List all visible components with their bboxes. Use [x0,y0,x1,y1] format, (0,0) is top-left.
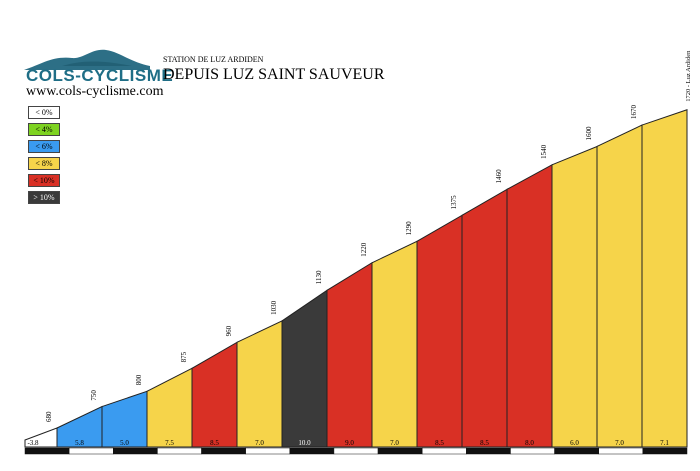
gradient-label: 10.0 [298,439,311,447]
altitude-label: 800 [135,374,143,385]
km-bar [289,447,335,455]
km-bar [554,447,599,455]
legend-item-lt6: < 6% [28,140,60,153]
gradient-label: 5.8 [75,439,84,447]
legend-item-lt0: < 0% [28,106,60,119]
chart-subtitle: STATION DE LUZ ARDIDEN [163,55,264,64]
altitude-label: 1030 [270,300,278,315]
gradient-label: 8.5 [480,439,489,447]
brand-name: COLS-CYCLISME [26,66,174,85]
km-bar [510,447,555,455]
km-bar [113,447,158,455]
altitude-label: 1130 [315,270,323,284]
start-gradient-label: -3.8 [27,439,39,447]
gradient-label: 7.1 [660,439,669,447]
altitude-label: 750 [90,390,98,401]
legend-item-lt4: < 4% [28,123,60,136]
profile-segment [236,320,283,448]
profile-segment [506,163,553,448]
gradient-label: 9.0 [345,439,354,447]
profile-segment [281,289,328,448]
altitude-label: 1670 [630,105,638,120]
profile-segment [371,240,418,448]
km-bar [201,447,246,455]
altitude-label: 1290 [405,221,413,236]
km-bar [157,447,202,455]
profile-segment [146,367,193,448]
altitude-label: 680 [45,411,53,422]
profile-segment [416,214,463,448]
km-bar [598,447,644,455]
legend-item-lt8: < 8% [28,157,60,170]
km-bar [421,447,467,455]
km-bar [68,447,114,455]
legend-item-gt10: > 10% [28,191,60,204]
km-bar [377,447,423,455]
website-link[interactable]: www.cols-cyclisme.com [26,84,164,99]
logo-mountain-icon [24,49,150,70]
km-bar [466,447,511,455]
altitude-label: 1220 [360,242,368,257]
altitude-label: 1540 [540,144,548,159]
altitude-label: 1375 [450,195,458,210]
profile-segment [551,145,598,448]
summit-label: 1720 - Luz Ardiden [685,50,692,102]
legend-item-lt10: < 10% [28,174,60,187]
gradient-label: 8.5 [210,439,219,447]
chart-title: DEPUIS LUZ SAINT SAUVEUR [163,66,385,83]
altitude-label: 875 [180,351,188,362]
gradient-label: 8.5 [435,439,444,447]
gradient-label: 7.0 [255,439,264,447]
km-bar [642,447,688,455]
gradient-label: 7.0 [390,439,399,447]
gradient-label: 5.0 [120,439,129,447]
profile-segment [191,341,238,448]
gradient-label: 7.5 [165,439,174,447]
altitude-label: 1600 [585,126,593,141]
gradient-label: 7.0 [615,439,624,447]
altitude-label: 960 [225,325,233,336]
profile-segment [596,124,643,448]
profile-segment [326,261,373,448]
gradient-label: 6.0 [570,439,579,447]
km-bar [333,447,379,455]
profile-segment [461,188,508,448]
km-bar [24,447,70,455]
gradient-label: 8.0 [525,439,534,447]
legend: < 0% < 4% < 6% < 8% < 10% > 10% [28,106,60,208]
profile-segment [641,109,688,448]
km-bar [245,447,291,455]
altitude-label: 1460 [495,169,503,184]
